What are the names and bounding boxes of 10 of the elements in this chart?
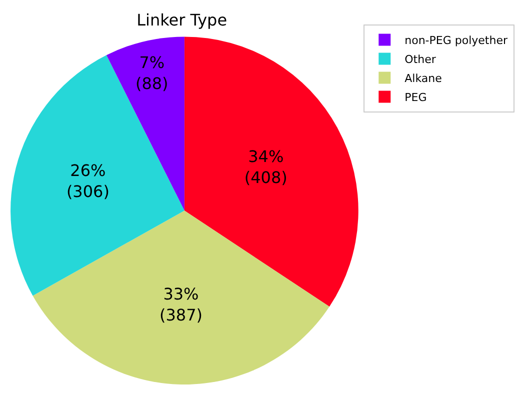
legend-label: Other bbox=[404, 53, 436, 66]
legend-label: PEG bbox=[404, 91, 427, 104]
data-label: 34% (408) bbox=[244, 146, 288, 187]
legend-label: non-PEG polyether bbox=[404, 34, 508, 48]
pie-slice bbox=[32, 210, 330, 384]
data-label: 7% (88) bbox=[135, 53, 168, 93]
chart-title: Linker Type bbox=[136, 10, 228, 30]
legend-label: Alkane bbox=[404, 72, 442, 86]
data-label: 26% (306) bbox=[66, 161, 110, 201]
data-label: 33% (387) bbox=[159, 284, 202, 324]
